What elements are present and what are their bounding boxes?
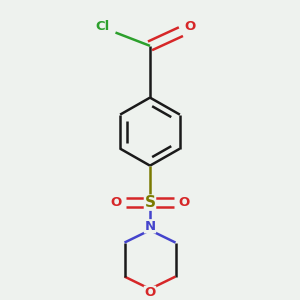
Text: O: O bbox=[178, 196, 189, 209]
Text: O: O bbox=[111, 196, 122, 209]
Text: O: O bbox=[144, 286, 156, 299]
Text: S: S bbox=[145, 195, 155, 210]
Text: N: N bbox=[144, 220, 156, 233]
Text: O: O bbox=[184, 20, 196, 33]
Text: Cl: Cl bbox=[96, 20, 110, 33]
